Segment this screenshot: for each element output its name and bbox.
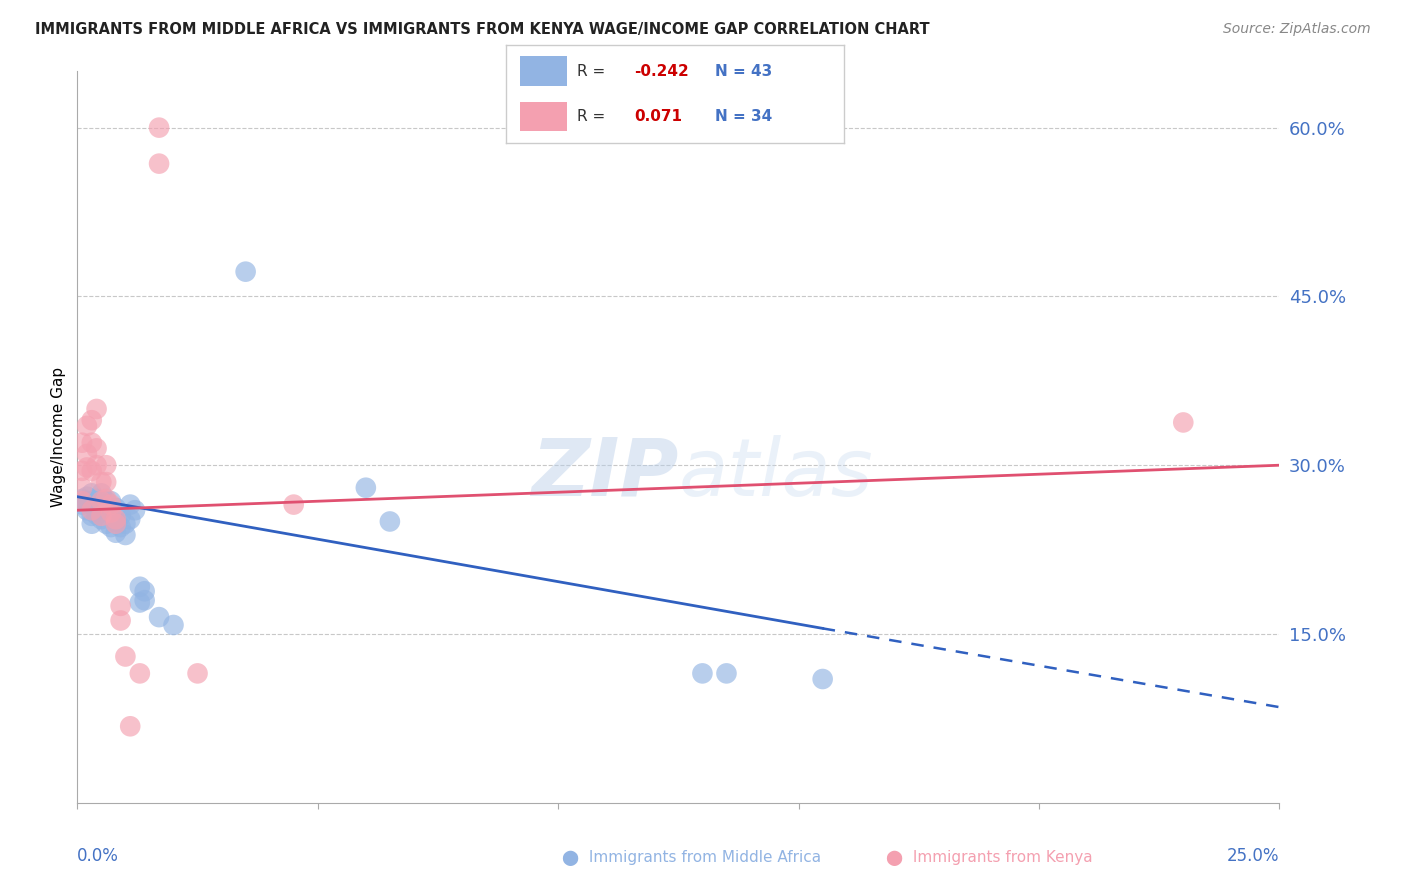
Text: 0.071: 0.071 <box>634 109 682 124</box>
Point <box>70 464 93 478</box>
Point <box>96 458 118 473</box>
Point <box>80 503 103 517</box>
Point <box>80 498 103 512</box>
Point <box>80 508 103 523</box>
Point <box>354 481 377 495</box>
Point <box>134 593 156 607</box>
Text: N = 43: N = 43 <box>716 63 773 78</box>
Text: atlas: atlas <box>679 434 873 513</box>
Point <box>134 584 156 599</box>
Point <box>90 512 112 526</box>
Point <box>80 486 103 500</box>
Bar <box>520 56 567 86</box>
Point <box>114 516 136 531</box>
Point <box>76 490 98 504</box>
Point <box>80 435 103 450</box>
Point <box>235 265 257 279</box>
Point <box>86 491 108 506</box>
Point <box>90 486 112 500</box>
Point <box>96 516 118 531</box>
Point <box>100 494 122 508</box>
Text: R =: R = <box>576 63 610 78</box>
Point <box>104 512 127 526</box>
Text: 0.0%: 0.0% <box>77 847 120 864</box>
Point <box>104 525 127 540</box>
Point <box>128 580 150 594</box>
Point <box>104 500 127 515</box>
Point <box>86 500 108 515</box>
Text: ⬤  Immigrants from Kenya: ⬤ Immigrants from Kenya <box>886 850 1092 866</box>
Point <box>128 666 150 681</box>
Point <box>692 666 714 681</box>
Point <box>90 494 112 508</box>
Text: N = 34: N = 34 <box>716 109 773 124</box>
Point <box>86 508 108 522</box>
Point <box>76 460 98 475</box>
Point <box>80 413 103 427</box>
Point <box>70 435 93 450</box>
Text: 25.0%: 25.0% <box>1227 847 1279 864</box>
Point <box>90 498 112 512</box>
Point <box>811 672 834 686</box>
Point <box>86 458 108 473</box>
Point <box>76 503 98 517</box>
Point <box>96 494 118 508</box>
Point <box>96 475 118 489</box>
Point <box>86 442 108 456</box>
Point <box>120 512 142 526</box>
Point <box>187 666 209 681</box>
Point <box>76 494 98 508</box>
Point <box>120 498 142 512</box>
Point <box>148 610 170 624</box>
Text: R =: R = <box>576 109 614 124</box>
Point <box>70 498 93 512</box>
Text: -0.242: -0.242 <box>634 63 689 78</box>
Point <box>114 528 136 542</box>
Text: ZIP: ZIP <box>531 434 679 513</box>
Point <box>148 156 170 170</box>
Point <box>124 503 146 517</box>
Point <box>104 516 127 531</box>
Point <box>114 649 136 664</box>
Y-axis label: Wage/Income Gap: Wage/Income Gap <box>51 367 66 508</box>
Point <box>1173 416 1195 430</box>
Point <box>76 418 98 433</box>
Point <box>110 599 132 613</box>
Point <box>283 498 305 512</box>
Text: IMMIGRANTS FROM MIDDLE AFRICA VS IMMIGRANTS FROM KENYA WAGE/INCOME GAP CORRELATI: IMMIGRANTS FROM MIDDLE AFRICA VS IMMIGRA… <box>35 22 929 37</box>
Point <box>90 475 112 489</box>
Text: Source: ZipAtlas.com: Source: ZipAtlas.com <box>1223 22 1371 37</box>
Point <box>100 520 122 534</box>
Point <box>110 520 132 534</box>
Point <box>148 120 170 135</box>
Point <box>162 618 184 632</box>
Point <box>90 508 112 523</box>
Point <box>104 515 127 529</box>
Point <box>100 506 122 520</box>
Point <box>70 481 93 495</box>
Point <box>110 614 132 628</box>
Point <box>100 498 122 512</box>
Point <box>110 508 132 523</box>
Point <box>70 494 93 508</box>
Point <box>80 516 103 531</box>
Point <box>96 491 118 506</box>
Point <box>716 666 738 681</box>
Point <box>128 595 150 609</box>
Point <box>100 506 122 520</box>
Point <box>96 503 118 517</box>
Point <box>80 464 103 478</box>
Point <box>76 447 98 461</box>
Point <box>120 719 142 733</box>
Point <box>378 515 401 529</box>
Point <box>86 401 108 416</box>
Text: ⬤  Immigrants from Middle Africa: ⬤ Immigrants from Middle Africa <box>562 850 821 866</box>
Bar <box>520 102 567 131</box>
Point <box>70 491 93 506</box>
